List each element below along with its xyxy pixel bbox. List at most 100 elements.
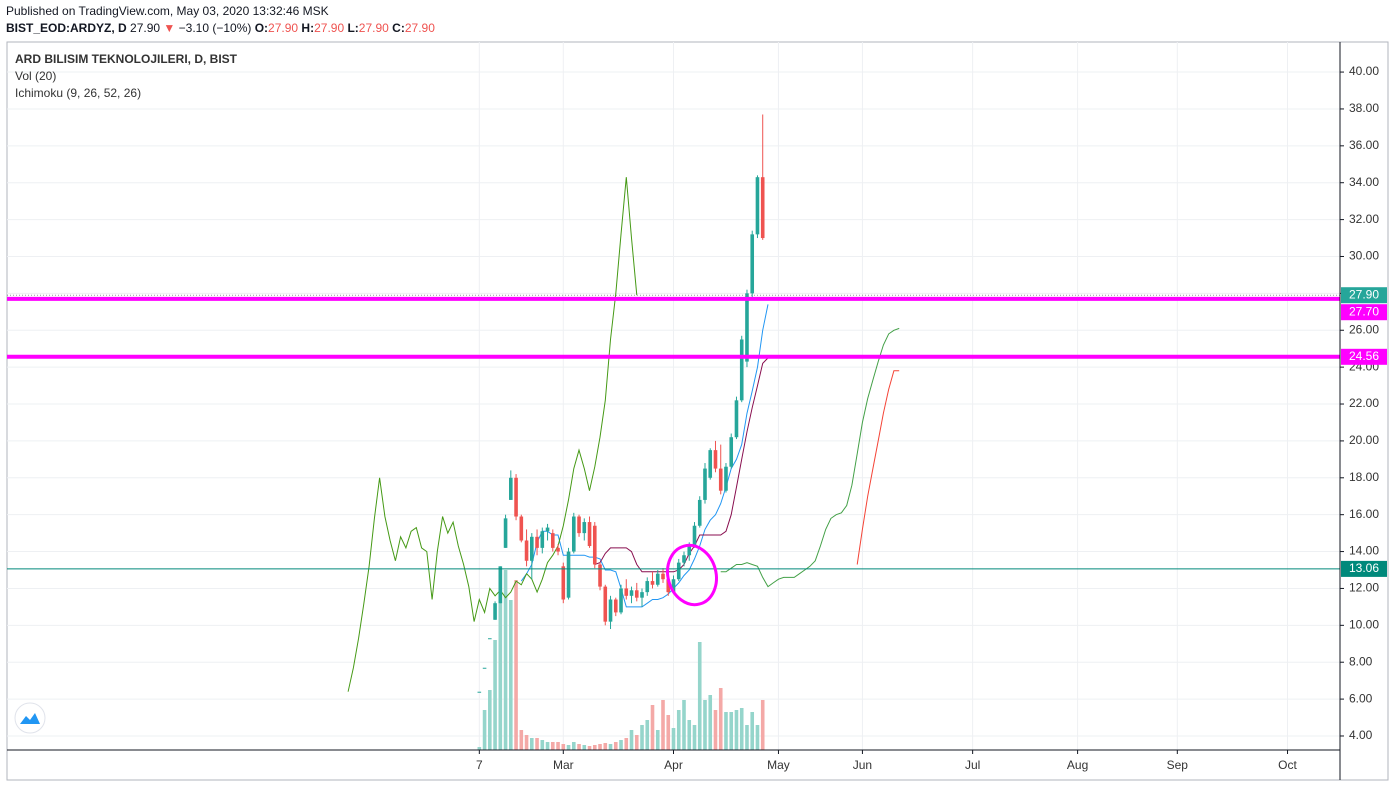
volume-bar: [718, 688, 723, 750]
volume-bar: [750, 712, 755, 750]
candle-body: [671, 579, 676, 593]
volume-bar: [545, 742, 550, 750]
x-tick-label: Jul: [965, 758, 980, 772]
volume-bar: [634, 735, 639, 750]
logo-circle[interactable]: [14, 702, 46, 734]
volume-bar: [488, 690, 492, 750]
indicator-line: [720, 327, 900, 588]
y-tick-label: 16.00: [1349, 507, 1379, 521]
candle-body: [477, 691, 482, 693]
close-key: C:: [392, 21, 405, 35]
x-tick-label: Mar: [553, 758, 574, 772]
logo[interactable]: [14, 702, 46, 734]
arrow: ▼: [163, 21, 175, 35]
candle-body: [577, 516, 581, 534]
logo-icon[interactable]: [20, 713, 40, 724]
price-label: 24.56: [1349, 349, 1379, 363]
low-key: L:: [347, 21, 358, 35]
candle-body: [524, 540, 529, 561]
candle-body: [676, 562, 681, 580]
volume-bar: [671, 728, 676, 750]
volume-bar: [587, 746, 592, 750]
volume-bar: [503, 570, 508, 750]
published: Published on TradingView.com, May 03, 20…: [6, 4, 329, 18]
x-tick-label: Sep: [1167, 758, 1189, 772]
candle-body: [682, 555, 686, 563]
volume-bar: [645, 720, 650, 750]
y-tick-label: 10.00: [1349, 618, 1379, 632]
volume-bar: [755, 725, 760, 750]
y-tick-label: 12.00: [1349, 581, 1379, 595]
volume-bar: [760, 700, 765, 750]
volume-bar: [650, 705, 655, 750]
candle-body: [734, 400, 739, 438]
volume-bar: [703, 700, 707, 750]
volume-bar: [697, 642, 702, 750]
volume-bar: [655, 730, 660, 750]
candle-body: [582, 522, 587, 534]
volume-bar: [724, 712, 728, 750]
legend-ichimoku: Ichimoku (9, 26, 52, 26): [15, 86, 141, 100]
frame: [6, 41, 1389, 781]
price-label-bg: [1341, 304, 1387, 321]
y-tick-label: 20.00: [1349, 433, 1379, 447]
open-key: O:: [255, 21, 268, 35]
volume-bar: [692, 725, 697, 750]
low-val: 27.90: [359, 21, 389, 35]
legend-vol: Vol (20): [15, 69, 56, 83]
high-val: 27.90: [314, 21, 344, 35]
volume-bar: [745, 725, 749, 750]
candle-body: [724, 466, 728, 491]
candle-body: [571, 516, 576, 552]
y-tick-label: 14.00: [1349, 544, 1379, 558]
volume-bar: [734, 710, 739, 750]
price-label-bg: [1341, 348, 1387, 365]
volume-bar: [509, 600, 513, 750]
candle-body: [703, 468, 707, 500]
y-tick-label: 38.00: [1349, 101, 1379, 115]
volume-bar: [482, 710, 487, 750]
price-label-bg: [1341, 560, 1387, 577]
candle-body: [645, 581, 650, 593]
candle-body: [503, 518, 508, 548]
volume-bar: [566, 745, 571, 750]
candle-body: [556, 547, 560, 552]
y-tick-label: 8.00: [1349, 654, 1373, 668]
volume-bar: [498, 570, 503, 750]
candle-body: [619, 588, 623, 613]
high-key: H:: [301, 21, 314, 35]
candle-body: [603, 586, 608, 622]
volume-bar: [619, 740, 623, 750]
indicator-line: [347, 177, 638, 692]
y-tick-label: 4.00: [1349, 728, 1373, 742]
volume-bar: [477, 747, 482, 750]
volume-bar: [687, 720, 692, 750]
candle-body: [587, 522, 592, 547]
volume-bar: [571, 742, 576, 750]
volume-bar: [661, 700, 665, 750]
candle-body: [509, 477, 513, 500]
x-tick-label: Oct: [1278, 758, 1297, 772]
price-label: 27.70: [1349, 304, 1379, 318]
volume-bar: [729, 712, 734, 750]
symbol: BIST_EOD:ARDYZ, D: [6, 21, 127, 35]
candle-body: [561, 566, 566, 600]
price-label: 27.90: [1349, 287, 1379, 301]
candle-body: [530, 536, 534, 561]
volume-bar: [603, 743, 608, 750]
change: −3.10 (−10%): [179, 21, 252, 35]
volume-bar: [493, 640, 497, 750]
volume-bar: [582, 745, 587, 750]
volume-bar: [640, 725, 644, 750]
y-tick-label: 30.00: [1349, 249, 1379, 263]
volume-bar: [550, 742, 555, 750]
volume-bar: [708, 695, 713, 750]
candle-body: [482, 667, 487, 669]
price-label: 13.06: [1349, 561, 1379, 575]
indicator-line: [856, 370, 900, 565]
candle-body: [692, 525, 697, 547]
candle-body: [634, 590, 639, 598]
y-tick-label: 22.00: [1349, 396, 1379, 410]
candle-body: [550, 533, 555, 548]
